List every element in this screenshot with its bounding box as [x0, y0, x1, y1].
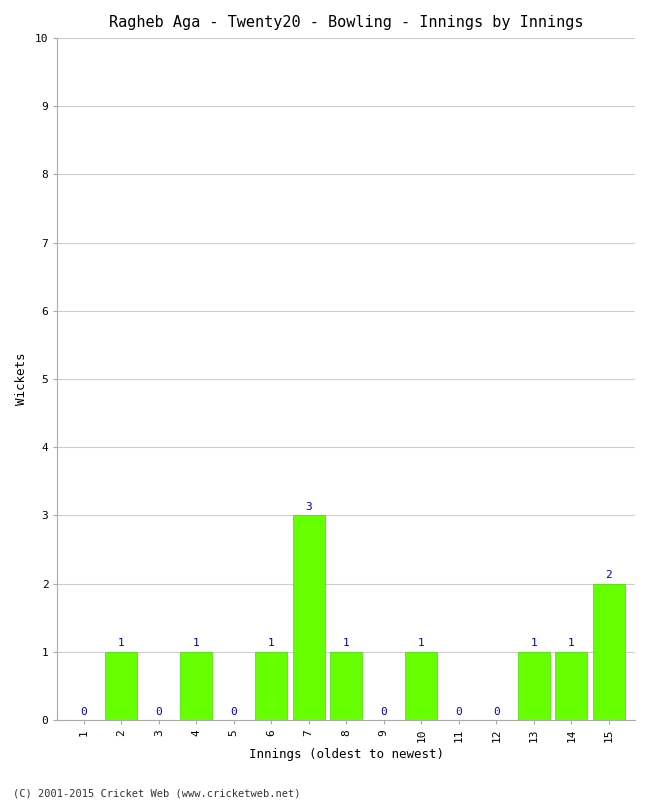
Title: Ragheb Aga - Twenty20 - Bowling - Innings by Innings: Ragheb Aga - Twenty20 - Bowling - Inning…	[109, 15, 584, 30]
Text: 0: 0	[456, 706, 462, 717]
Text: 1: 1	[268, 638, 274, 648]
Bar	[292, 515, 324, 720]
Text: (C) 2001-2015 Cricket Web (www.cricketweb.net): (C) 2001-2015 Cricket Web (www.cricketwe…	[13, 788, 300, 798]
Text: 3: 3	[306, 502, 312, 512]
Text: 0: 0	[155, 706, 162, 717]
Bar	[330, 652, 362, 720]
Bar	[406, 652, 437, 720]
Text: 1: 1	[418, 638, 424, 648]
Text: 0: 0	[230, 706, 237, 717]
Bar	[180, 652, 212, 720]
Text: 0: 0	[81, 706, 87, 717]
Text: 2: 2	[605, 570, 612, 580]
Text: 1: 1	[193, 638, 200, 648]
Text: 0: 0	[380, 706, 387, 717]
Text: 1: 1	[530, 638, 537, 648]
Y-axis label: Wickets: Wickets	[15, 353, 28, 406]
Bar	[255, 652, 287, 720]
Bar	[555, 652, 587, 720]
Text: 1: 1	[118, 638, 125, 648]
Text: 1: 1	[568, 638, 575, 648]
Bar	[105, 652, 137, 720]
X-axis label: Innings (oldest to newest): Innings (oldest to newest)	[249, 748, 444, 761]
Text: 0: 0	[493, 706, 500, 717]
Bar	[518, 652, 550, 720]
Bar	[593, 583, 625, 720]
Text: 1: 1	[343, 638, 350, 648]
